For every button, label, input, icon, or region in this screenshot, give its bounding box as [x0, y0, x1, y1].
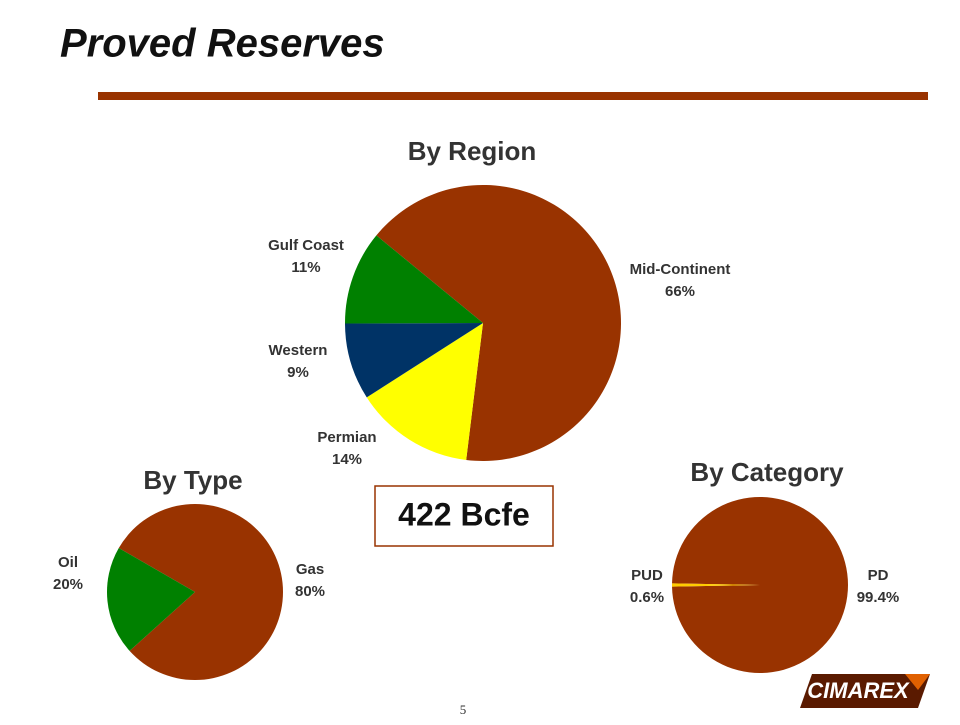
slice-value-label: 80% [295, 583, 325, 600]
pie-slice [672, 497, 848, 674]
chart-title: By Region [408, 136, 537, 166]
pie-slice [118, 503, 284, 680]
slice-label: Gas [296, 561, 324, 578]
header-rule [98, 92, 928, 100]
slice-value-label: 66% [665, 283, 695, 300]
slice-value-label: 14% [332, 451, 362, 468]
slice-label: Gulf Coast [268, 237, 344, 254]
slice-label: Mid-Continent [630, 261, 731, 278]
total-box [374, 485, 554, 547]
pie-slice [345, 323, 483, 398]
slice-value-label: 11% [291, 259, 320, 276]
slice-label: PD [868, 567, 889, 584]
logo: CIMAREX [800, 674, 930, 708]
logo-text: CIMAREX [807, 678, 910, 703]
slice-label: Oil [58, 554, 78, 571]
pie-slice [345, 235, 483, 324]
slice-label: Permian [317, 429, 376, 446]
total-value: 422 Bcfe [398, 496, 530, 532]
pie-slice [672, 583, 760, 587]
slice-value-label: 9% [287, 364, 309, 381]
slice-value-label: 99.4% [857, 589, 900, 606]
slice-label: PUD [631, 567, 663, 584]
pie-slice [366, 323, 483, 460]
chart-title: By Category [690, 457, 844, 487]
pie-slice [376, 185, 621, 461]
page-number: 5 [460, 702, 467, 717]
logo-accent [905, 674, 930, 690]
pie-slice [107, 548, 195, 651]
chart-title: By Type [143, 465, 242, 495]
logo-background [800, 674, 930, 708]
slice-value-label: 20% [53, 576, 83, 593]
slice-value-label: 0.6% [630, 589, 664, 606]
slide-title: Proved Reserves [60, 22, 385, 66]
slice-label: Western [269, 342, 328, 359]
